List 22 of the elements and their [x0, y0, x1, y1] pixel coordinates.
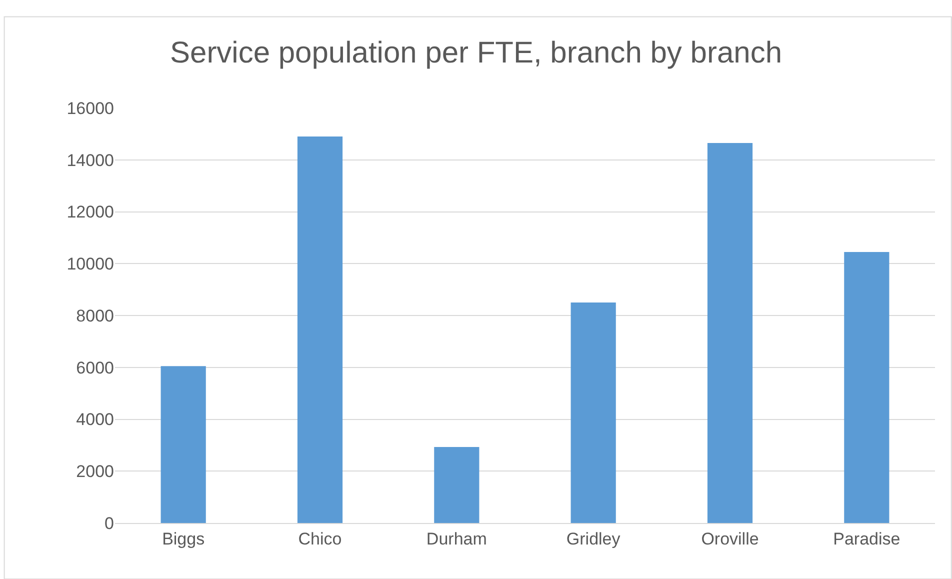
bar [160, 366, 206, 523]
x-tick-label: Durham [426, 529, 487, 548]
y-tick-label: 6000 [76, 358, 114, 378]
y-tick-label: 2000 [76, 462, 114, 482]
bar [297, 136, 343, 523]
bar [707, 143, 753, 523]
bar [844, 252, 890, 523]
bar [570, 302, 616, 523]
x-tick-label: Biggs [162, 529, 205, 548]
y-tick-label: 4000 [76, 410, 114, 430]
x-tick-label: Oroville [701, 529, 759, 548]
y-tick-label: 0 [104, 514, 114, 533]
bar [434, 447, 480, 523]
x-tick-label: Gridley [566, 529, 621, 548]
y-tick-label: 14000 [66, 150, 114, 170]
x-tick-label: Paradise [833, 529, 900, 548]
y-tick-label: 8000 [76, 306, 114, 326]
chart-title: Service population per FTE, branch by branch [170, 36, 782, 70]
x-tick-label: Chico [298, 529, 342, 548]
y-tick-label: 12000 [66, 202, 114, 222]
y-tick-label: 10000 [66, 254, 114, 274]
y-tick-label: 16000 [66, 98, 114, 118]
